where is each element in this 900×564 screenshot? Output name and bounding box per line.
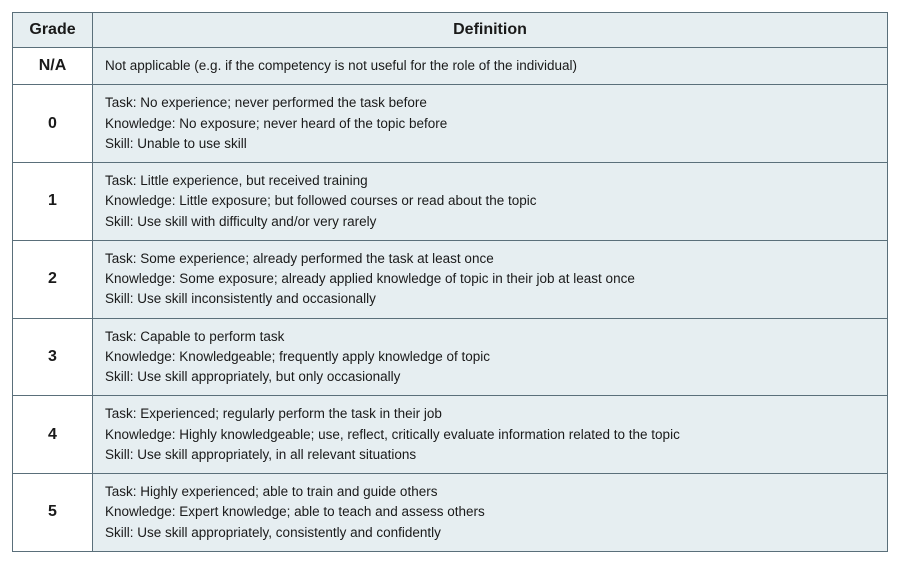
definition-cell: Task: Little experience, but received tr… — [93, 163, 888, 241]
col-header-grade: Grade — [13, 13, 93, 48]
table-row: 2 Task: Some experience; already performe… — [13, 240, 888, 318]
grade-cell: 4 — [13, 396, 93, 474]
definition-line: Knowledge: Highly knowledgeable; use, re… — [105, 425, 875, 445]
definition-cell: Not applicable (e.g. if the competency i… — [93, 48, 888, 85]
definition-line: Knowledge: Some exposure; already applie… — [105, 269, 875, 289]
definition-line: Task: Little experience, but received tr… — [105, 171, 875, 191]
definition-line: Skill: Use skill appropriately, but only… — [105, 367, 875, 387]
grade-cell: 3 — [13, 318, 93, 396]
definition-line: Task: Experienced; regularly perform the… — [105, 404, 875, 424]
table-row: 0 Task: No experience; never performed th… — [13, 85, 888, 163]
table-row: 1 Task: Little experience, but received t… — [13, 163, 888, 241]
definition-line: Knowledge: No exposure; never heard of t… — [105, 114, 875, 134]
definition-line: Task: Highly experienced; able to train … — [105, 482, 875, 502]
grade-cell: 2 — [13, 240, 93, 318]
competency-table: Grade Definition N/A Not applicable (e.g.… — [12, 12, 888, 552]
definition-line: Task: Some experience; already performed… — [105, 249, 875, 269]
definition-cell: Task: Highly experienced; able to train … — [93, 474, 888, 552]
definition-cell: Task: No experience; never performed the… — [93, 85, 888, 163]
definition-line: Knowledge: Expert knowledge; able to tea… — [105, 502, 875, 522]
definition-line: Skill: Unable to use skill — [105, 134, 875, 154]
definition-line: Task: Capable to perform task — [105, 327, 875, 347]
table-row: 4 Task: Experienced; regularly perform th… — [13, 396, 888, 474]
definition-line: Skill: Use skill appropriately, consiste… — [105, 523, 875, 543]
table-row: N/A Not applicable (e.g. if the competenc… — [13, 48, 888, 85]
table-row: 5 Task: Highly experienced; able to train… — [13, 474, 888, 552]
col-header-definition: Definition — [93, 13, 888, 48]
definition-line: Task: No experience; never performed the… — [105, 93, 875, 113]
definition-cell: Task: Capable to perform taskKnowledge: … — [93, 318, 888, 396]
grade-cell: N/A — [13, 48, 93, 85]
grade-cell: 1 — [13, 163, 93, 241]
grade-cell: 0 — [13, 85, 93, 163]
table-header-row: Grade Definition — [13, 13, 888, 48]
table-row: 3Task: Capable to perform taskKnowledge:… — [13, 318, 888, 396]
definition-cell: Task: Experienced; regularly perform the… — [93, 396, 888, 474]
definition-line: Knowledge: Little exposure; but followed… — [105, 191, 875, 211]
definition-line: Skill: Use skill appropriately, in all r… — [105, 445, 875, 465]
definition-line: Knowledge: Knowledgeable; frequently app… — [105, 347, 875, 367]
definition-line: Skill: Use skill inconsistently and occa… — [105, 289, 875, 309]
grade-cell: 5 — [13, 474, 93, 552]
definition-line: Not applicable (e.g. if the competency i… — [105, 56, 875, 76]
definition-cell: Task: Some experience; already performed… — [93, 240, 888, 318]
definition-line: Skill: Use skill with difficulty and/or … — [105, 212, 875, 232]
